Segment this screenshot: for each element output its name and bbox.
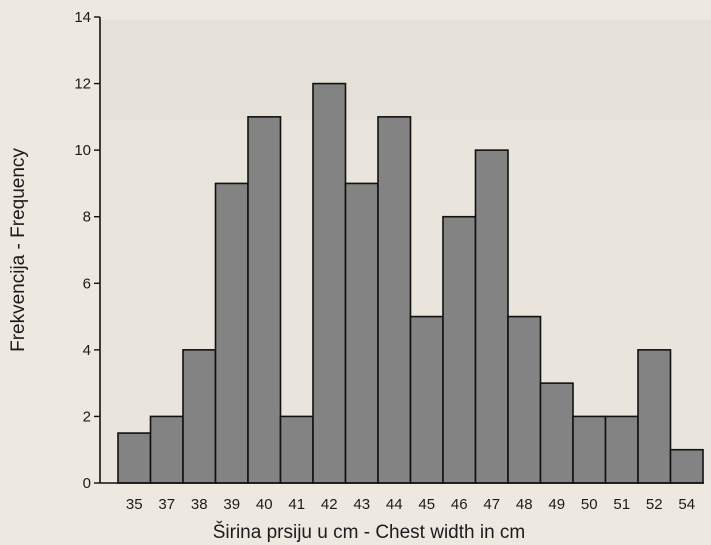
x-tick-label-52: 52: [646, 496, 663, 513]
bar-42: [312, 82, 347, 484]
x-tick-label-38: 38: [191, 496, 208, 513]
x-axis-title: Širina prsiju u cm - Chest width in cm: [213, 521, 526, 543]
x-tick-label-46: 46: [451, 496, 468, 513]
x-tick-label-44: 44: [386, 496, 403, 513]
x-tick-label-39: 39: [223, 496, 240, 513]
x-tick-label-35: 35: [126, 496, 143, 513]
x-tick-label-49: 49: [548, 496, 565, 513]
y-tick-label-6: 6: [83, 275, 91, 292]
y-tick-label-8: 8: [83, 209, 91, 226]
bar-44: [377, 116, 412, 484]
bar-52: [637, 349, 672, 484]
bar-45: [409, 315, 444, 484]
y-tick-label-0: 0: [83, 475, 91, 492]
x-tick-label-48: 48: [516, 496, 533, 513]
bar-41: [279, 415, 314, 484]
axes-layer: [99, 17, 704, 484]
y-axis-title: Frekvencija - Frequency: [8, 148, 29, 352]
y-tick-layer: 0 2 4 6 8 10 12 14: [74, 9, 100, 492]
bar-54: [669, 448, 704, 484]
bar-38: [182, 349, 217, 484]
x-tick-label-40: 40: [256, 496, 273, 513]
y-tick-label-10: 10: [74, 142, 91, 159]
y-tick-label-4: 4: [83, 342, 91, 359]
bars-layer: [117, 82, 704, 484]
x-tick-label-45: 45: [418, 496, 435, 513]
bar-39: [214, 182, 249, 484]
bar-51: [604, 415, 639, 484]
x-tick-layer: 35 37 38 39 40 41 42 43 44 45 46 47 48 49 50 51 52 54: [126, 496, 695, 513]
bar-50: [572, 415, 607, 484]
x-tick-label-41: 41: [288, 496, 305, 513]
bar-46: [442, 215, 477, 484]
x-tick-label-42: 42: [321, 496, 338, 513]
bar-48: [507, 315, 542, 484]
x-tick-label-43: 43: [353, 496, 370, 513]
bar-43: [344, 182, 379, 484]
bar-35: [117, 432, 152, 484]
x-tick-label-51: 51: [613, 496, 630, 513]
bar-49: [539, 382, 574, 484]
x-tick-label-54: 54: [678, 496, 695, 513]
x-tick-label-50: 50: [581, 496, 598, 513]
x-tick-label-37: 37: [158, 496, 175, 513]
y-tick-label-12: 12: [74, 76, 91, 93]
y-tick-label-14: 14: [74, 9, 91, 26]
bar-40: [247, 116, 282, 484]
bar-47: [474, 149, 509, 484]
y-tick-label-2: 2: [83, 408, 91, 425]
bar-37: [149, 415, 184, 484]
x-tick-label-47: 47: [483, 496, 500, 513]
